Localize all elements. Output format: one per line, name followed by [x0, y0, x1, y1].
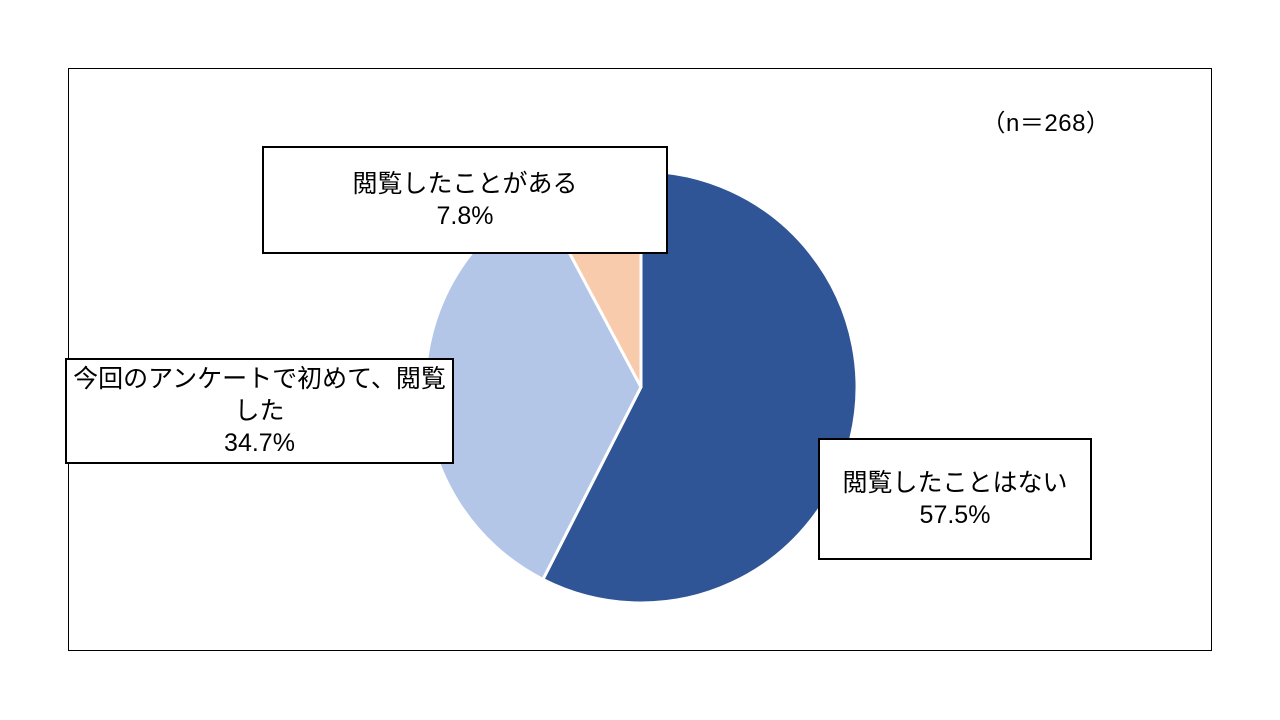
slice-value-never-viewed: 57.5%	[919, 500, 991, 529]
pie-slice-1	[541, 169, 859, 605]
slice-value-first-time-viewed: 34.7%	[224, 428, 295, 457]
slice-label-have-viewed: 閲覧したことがある	[352, 170, 578, 199]
slice-label-never-viewed: 閲覧したことはない	[842, 469, 1068, 498]
callout-box-have-viewed: 閲覧したことがある 7.8%	[262, 146, 668, 254]
callout-box-first-time-viewed: 今回のアンケートで初めて、閲覧した 34.7%	[65, 358, 454, 464]
slice-value-have-viewed: 7.8%	[436, 201, 494, 230]
slice-label-first-time-viewed: 今回のアンケートで初めて、閲覧した	[73, 364, 446, 426]
sample-size-label: （n＝268）	[981, 110, 1111, 137]
callout-box-never-viewed: 閲覧したことはない 57.5%	[818, 438, 1092, 560]
